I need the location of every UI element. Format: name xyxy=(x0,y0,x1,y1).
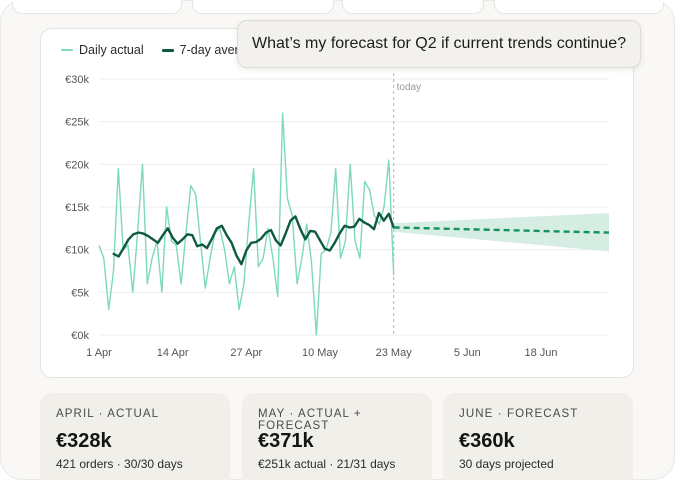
card-subtext: 30 days projected xyxy=(459,457,554,471)
card-label: JUNE · FORECAST xyxy=(459,408,579,420)
seven-day-average-line xyxy=(112,211,395,266)
x-tick-label: 23 May xyxy=(376,347,413,359)
top-card-3 xyxy=(342,0,484,14)
card-value: €371k xyxy=(258,430,314,452)
revenue-chart-card: Daily actual 7-day average €0k €5k €10k €15… xyxy=(40,28,634,378)
card-label: MAY · ACTUAL + FORECAST xyxy=(258,408,362,432)
legend-item-daily-actual[interactable]: Daily actual xyxy=(61,43,144,57)
revenue-line-chart[interactable]: €0k €5k €10k €15k €20k €25k €30k 1 Apr 14 Apr 27 … xyxy=(41,29,633,377)
y-tick-label: €0k xyxy=(71,330,89,342)
top-card-4 xyxy=(494,0,664,14)
y-tick-label: €10k xyxy=(65,245,89,257)
x-tick-label: 18 Jun xyxy=(524,347,557,359)
x-tick-label: 27 Apr xyxy=(230,347,262,359)
card-label: APRIL · ACTUAL xyxy=(56,408,160,420)
top-card-2 xyxy=(192,0,334,14)
x-tick-label: 5 Jun xyxy=(454,347,481,359)
april-summary-card[interactable]: APRIL · ACTUAL €328k 421 orders · 30/30 … xyxy=(40,393,230,480)
y-tick-label: €20k xyxy=(65,159,89,171)
card-subtext: 421 orders · 30/30 days xyxy=(56,457,183,471)
legend-label-daily-actual: Daily actual xyxy=(79,43,144,57)
june-summary-card[interactable]: JUNE · FORECAST €360k 30 days projected xyxy=(443,393,633,480)
card-value: €360k xyxy=(459,430,515,452)
forecast-question-bubble[interactable]: What’s my forecast for Q2 if current tre… xyxy=(237,20,642,68)
daily-actual-line xyxy=(98,112,395,336)
card-value: €328k xyxy=(56,430,112,452)
average-swatch-icon xyxy=(161,48,174,52)
y-tick-label: €25k xyxy=(65,117,89,129)
x-tick-label: 10 May xyxy=(302,347,339,359)
forecast-line xyxy=(393,226,610,234)
may-summary-card[interactable]: MAY · ACTUAL + FORECAST €371k €251k actu… xyxy=(242,393,432,480)
x-tick-label: 1 Apr xyxy=(86,347,112,359)
y-tick-label: €15k xyxy=(65,202,89,214)
forecast-question-text: What’s my forecast for Q2 if current tre… xyxy=(252,35,627,52)
forecast-confidence-band xyxy=(393,213,609,252)
top-card-1 xyxy=(12,0,182,14)
series-layer xyxy=(98,112,610,336)
card-subtext: €251k actual · 21/31 days xyxy=(258,457,396,471)
forecast-band-layer xyxy=(393,213,609,252)
y-tick-label: €30k xyxy=(65,74,89,86)
daily-actual-swatch-icon xyxy=(61,49,73,51)
label-layer: €0k €5k €10k €15k €20k €25k €30k 1 Apr 14 Apr 27 … xyxy=(65,74,557,359)
x-tick-label: 14 Apr xyxy=(157,347,189,359)
today-label: today xyxy=(397,82,421,93)
grid-layer xyxy=(99,73,609,336)
y-tick-label: €5k xyxy=(71,287,89,299)
